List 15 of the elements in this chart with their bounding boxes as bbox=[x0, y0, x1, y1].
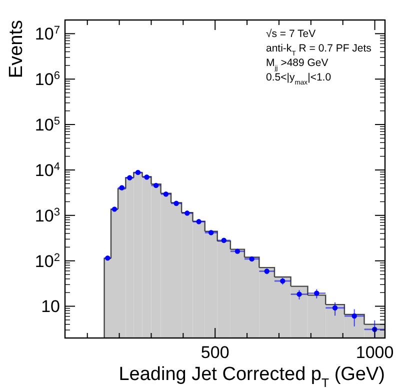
x-tick-label: 500 bbox=[200, 343, 230, 362]
y-tick-label: 10$^{6}$ bbox=[34, 70, 60, 90]
y-tick-label: 10$^{4}$ bbox=[34, 160, 60, 180]
annotation: anti-k$_{T}$ R = 0.7 PF Jets bbox=[266, 42, 372, 57]
annotation: M$_{jj}$ >489 GeV bbox=[266, 57, 328, 72]
x-tick-label: 1000 bbox=[356, 343, 394, 362]
y-tick-label: 10$^{5}$ bbox=[34, 116, 60, 135]
annotation: √s = 7 TeV bbox=[266, 28, 316, 40]
y-tick-label: 10$^{7}$ bbox=[34, 24, 60, 44]
y-tick-label: 10$^{2}$ bbox=[34, 252, 60, 271]
y-axis-title: Events bbox=[6, 20, 27, 78]
y-tick-label: 10 bbox=[41, 297, 60, 316]
y-tick-label: 10$^{3}$ bbox=[34, 206, 60, 226]
annotation: 0.5<|y$_{max}$|<1.0 bbox=[266, 72, 332, 86]
x-axis-title: Leading Jet Corrected p$_{T}$ (GeV) bbox=[118, 364, 385, 389]
